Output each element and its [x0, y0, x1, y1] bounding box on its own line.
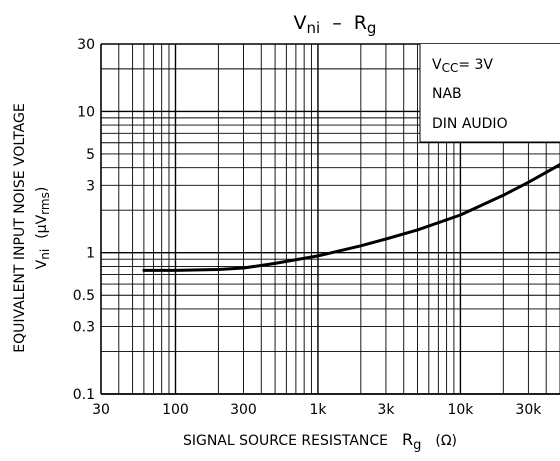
y-tick-label: 0.3 — [73, 320, 95, 336]
y-label-unit-close: ) — [34, 187, 50, 192]
y-label-unit-open: (μV — [34, 214, 50, 238]
condition-din-audio: DIN AUDIO — [432, 116, 508, 132]
y-tick-label: 1 — [86, 246, 95, 262]
title-v: V — [294, 12, 307, 34]
x-tick-label: 3k — [377, 402, 395, 418]
title-dash: – — [332, 12, 342, 34]
curve-layer — [144, 165, 560, 271]
title-r: R — [354, 12, 367, 34]
x-axis-label: SIGNAL SOURCE RESISTANCE Rg (Ω) — [183, 430, 457, 453]
noise-voltage-curve — [144, 165, 560, 271]
y-tick-label: 10 — [77, 104, 95, 120]
title-v-sub: ni — [307, 19, 321, 37]
x-tick-label: 10k — [447, 402, 474, 418]
y-axis-label-line2: Vni (μVrms) — [34, 187, 52, 270]
y-tick-label: 3 — [86, 178, 95, 194]
x-tick-label: 300 — [230, 402, 257, 418]
y-tick-label: 30 — [77, 37, 95, 53]
y-label-v-sub: ni — [38, 249, 52, 260]
y-label-v: V — [34, 259, 50, 269]
condition-vcc-value: = 3V — [458, 57, 493, 73]
y-axis-label-line1: EQUIVALENT INPUT NOISE VOLTAGE — [12, 103, 28, 352]
condition-nab: NAB — [432, 86, 462, 102]
x-tick-label: 100 — [162, 402, 189, 418]
condition-vcc-sub: CC — [442, 61, 459, 75]
chart-title: Vni – Rg — [294, 12, 377, 37]
x-label-r-sub: g — [413, 438, 421, 453]
x-label-unit: (Ω) — [435, 433, 457, 449]
y-axis-label: EQUIVALENT INPUT NOISE VOLTAGE Vni (μVrms… — [12, 103, 52, 352]
x-tick-label: 1k — [309, 402, 327, 418]
y-label-unit-sub: rms — [38, 192, 52, 215]
x-tick-label: 30k — [515, 402, 542, 418]
y-tick-label: 0.1 — [73, 387, 95, 403]
condition-vcc-v: V — [432, 57, 442, 73]
y-tick-label: 0.5 — [73, 288, 95, 304]
title-r-sub: g — [367, 19, 377, 37]
y-tick-label: 5 — [86, 147, 95, 163]
x-tick-label: 30 — [92, 402, 110, 418]
condition-vcc: VCC= 3V — [432, 57, 493, 75]
x-label-text: SIGNAL SOURCE RESISTANCE — [183, 433, 388, 449]
x-label-r: R — [402, 430, 413, 449]
